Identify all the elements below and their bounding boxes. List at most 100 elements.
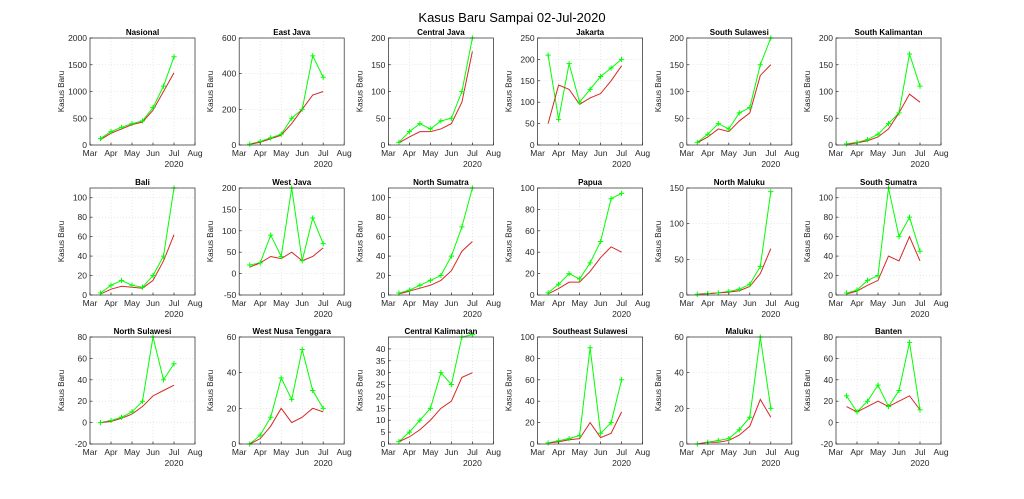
series-line-raw [547,55,622,120]
subplot-9: Mar Apr May Jun Jul Aug 2020 0 20 40 60 80 100 Kasus … [505,178,651,319]
y-tick-label: 200 [371,33,385,43]
axes-box [238,187,345,296]
y-tick-label: 40 [824,251,834,261]
subplot-title: Maluku [726,327,754,336]
y-axis-label: Kasus Baru [654,221,663,262]
y-tick-label: 100 [73,193,87,203]
y-tick-label: 100 [670,87,684,97]
y-tick-label: 50 [376,113,386,123]
data-point [278,253,284,260]
data-point [139,284,146,290]
y-tick-label: 100 [222,226,236,236]
x-tick-label: Aug [635,447,650,457]
x-tick-label: Aug [486,148,501,158]
x-axis-label: 2020 [314,309,333,319]
y-tick-label: 40 [376,251,386,261]
plot-area [239,337,345,444]
x-tick-label: Jul [169,298,180,308]
y-tick-label: 200 [819,33,833,43]
subplot-title: North Sumatra [413,178,469,187]
x-tick-label: Apr [850,298,863,308]
series-line-smoothed [100,384,175,424]
series-line-smoothed [398,372,473,443]
data-point [448,115,454,121]
series-line-raw [696,37,772,143]
y-tick-label: 0 [381,290,386,300]
x-tick-label: Apr [850,447,863,457]
x-tick-label: Jun [594,298,608,308]
x-tick-label: Aug [187,148,202,158]
data-point [715,290,721,296]
data-point [875,382,881,388]
x-tick-label: Jul [169,447,180,457]
subplot-title: North Sulawesi [114,327,172,336]
data-point [268,232,274,238]
subplot-title: Banten [875,327,902,336]
y-tick-label: 80 [78,332,88,342]
data-point [320,241,326,247]
data-point [619,190,625,196]
y-tick-label: 60 [78,232,88,242]
y-tick-label: 0 [679,290,684,300]
x-tick-label: Mar [232,148,247,158]
x-tick-label: Aug [337,298,352,308]
y-tick-label: 60 [227,332,237,342]
data-point [97,135,104,142]
x-tick-label: Jun [445,298,459,308]
x-axis-label: 2020 [314,458,333,468]
data-point [247,262,253,268]
data-point [747,104,753,111]
x-axis-label: 2020 [911,159,930,169]
x-tick-label: Aug [337,447,352,457]
data-point [545,52,551,58]
series-line-raw [846,187,921,294]
subplot-title: Nasional [126,28,159,37]
subplot-title: Jakarta [576,28,605,37]
x-tick-label: Apr [104,298,117,308]
y-tick-label: 0 [231,269,236,279]
y-axis-label: Kasus Baru [57,370,66,411]
y-tick-label: 80 [525,353,535,363]
series-line-smoothed [249,407,324,445]
y-tick-label: 60 [674,332,684,342]
x-tick-label: Apr [254,148,267,158]
x-tick-label: May [870,148,887,158]
y-tick-label: 20 [674,403,684,413]
x-tick-label: Apr [552,298,565,308]
data-point [278,131,284,137]
series-line-smoothed [547,246,622,295]
data-point [705,131,711,137]
data-point [577,276,583,282]
y-tick-label: 150 [520,76,534,86]
data-point [896,234,902,240]
x-tick-label: Jul [765,298,776,308]
y-tick-label: 150 [670,60,684,70]
data-point [129,282,135,288]
data-point [917,248,923,254]
y-axis-label: Kasus Baru [803,71,812,112]
y-tick-label: 40 [78,251,88,261]
data-point [556,116,562,122]
data-point [160,377,167,383]
x-tick-label: Apr [104,148,117,158]
series-line-smoothed [547,65,623,124]
y-tick-label: 20 [376,271,386,281]
data-point [469,332,475,338]
data-point [129,121,135,127]
data-point [864,277,871,284]
y-tick-label: 50 [525,119,535,129]
data-point [427,126,433,132]
x-tick-label: Aug [486,447,501,457]
data-point [171,54,177,60]
y-tick-label: 25 [376,380,386,390]
data-point [715,437,721,444]
y-axis-label: Kasus Baru [355,370,364,411]
x-tick-label: Aug [784,148,799,158]
data-point [247,141,253,147]
y-tick-label: 10 [376,415,386,425]
y-tick-label: 200 [222,104,236,114]
subplot-title: South Sulawesi [710,28,769,37]
